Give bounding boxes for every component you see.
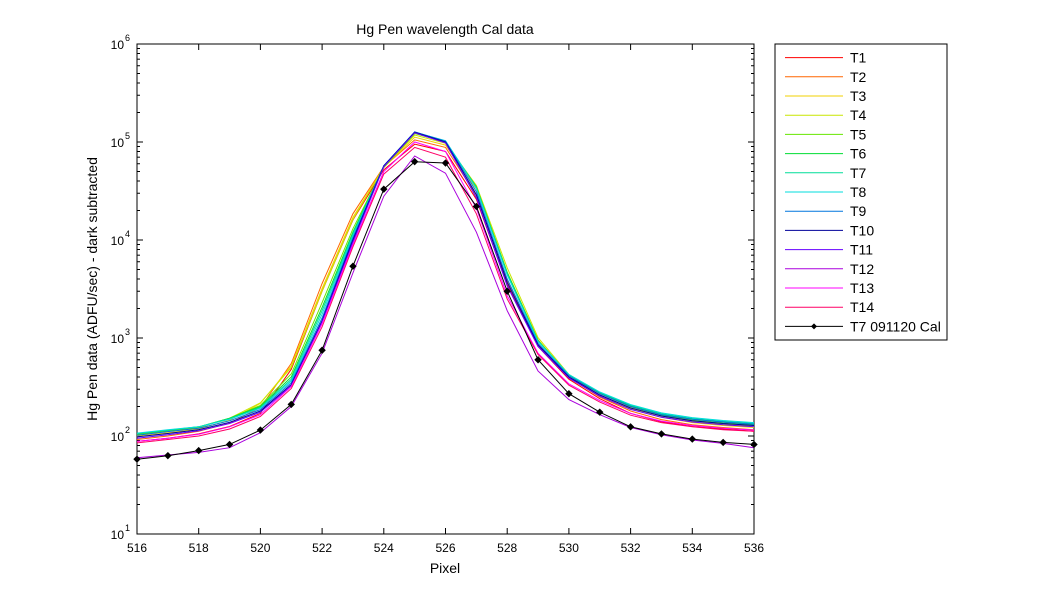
data-point xyxy=(441,159,450,167)
legend-label: T8 xyxy=(850,184,867,200)
x-axis-label: Pixel xyxy=(430,560,460,576)
data-point xyxy=(472,202,481,211)
series-line xyxy=(136,139,755,440)
legend-label: T7 xyxy=(850,165,867,181)
y-tick-label-exponent: 1 xyxy=(125,523,130,533)
y-tick-label: 10 xyxy=(111,430,125,444)
data-point xyxy=(194,446,203,455)
series-line xyxy=(136,155,755,459)
legend-label: T5 xyxy=(850,126,867,142)
y-tick-label: 10 xyxy=(111,332,125,346)
data-point xyxy=(349,262,357,270)
legend-label: T3 xyxy=(850,88,867,104)
plot-area xyxy=(136,43,755,535)
data-point xyxy=(318,346,326,354)
y-tick-label: 10 xyxy=(111,234,125,248)
legend-label: T4 xyxy=(850,107,867,123)
y-tick-label-exponent: 3 xyxy=(125,327,130,337)
y-tick-label: 10 xyxy=(111,528,125,542)
legend-label: T12 xyxy=(850,261,874,277)
data-point xyxy=(688,435,697,443)
legend-label: T10 xyxy=(850,222,874,238)
x-tick-label: 526 xyxy=(435,541,455,555)
legend-label: T11 xyxy=(850,242,873,258)
data-point xyxy=(380,185,388,193)
y-tick-label-exponent: 6 xyxy=(125,33,130,43)
data-point xyxy=(657,430,666,438)
legend-label: T2 xyxy=(850,69,867,85)
data-point xyxy=(133,455,141,463)
x-axis: 516 518 520 522 524 526 528 530 532 534 536 xyxy=(127,44,764,555)
data-point xyxy=(626,423,635,431)
data-point xyxy=(596,408,604,416)
x-tick-label: 518 xyxy=(189,541,209,555)
legend-label: T6 xyxy=(850,146,867,162)
x-tick-label: 534 xyxy=(682,541,702,555)
data-point xyxy=(565,390,573,398)
series-line xyxy=(136,146,755,444)
data-point xyxy=(410,157,419,166)
y-tick-label-exponent: 5 xyxy=(125,131,130,141)
x-tick-label: 532 xyxy=(621,541,641,555)
series-line xyxy=(136,131,755,436)
legend-marker xyxy=(811,323,817,330)
series-line xyxy=(136,131,755,438)
y-tick-label-exponent: 4 xyxy=(125,229,130,239)
chart-title: Hg Pen wavelength Cal data xyxy=(356,21,534,37)
x-tick-label: 530 xyxy=(559,541,579,555)
legend-label: T14 xyxy=(850,299,874,315)
series-line xyxy=(136,141,755,442)
legend-label: T9 xyxy=(850,203,867,219)
legend-label: T1 xyxy=(850,50,867,66)
data-point xyxy=(719,438,727,447)
x-tick-label: 522 xyxy=(312,541,332,555)
x-tick-label: 524 xyxy=(374,541,394,555)
legend: T1 T2 T3 T4 T5 T6 T7 T8 T9 T10 T11 T12 T13 T14 T7 0911… xyxy=(774,43,948,341)
data-point xyxy=(750,440,758,449)
x-tick-label: 528 xyxy=(497,541,517,555)
data-point xyxy=(534,356,542,364)
y-tick-label: 10 xyxy=(111,38,125,52)
data-point xyxy=(225,440,234,449)
data-point xyxy=(256,426,265,434)
legend-label: T7 091120 Cal xyxy=(850,318,941,334)
x-tick-label: 536 xyxy=(744,541,764,555)
data-point xyxy=(287,400,295,409)
series-layer xyxy=(133,131,758,463)
data-point xyxy=(164,451,172,460)
y-tick-label-exponent: 2 xyxy=(125,425,130,435)
legend-label: T13 xyxy=(850,280,874,296)
data-point xyxy=(503,287,511,295)
y-tick-label: 10 xyxy=(111,136,125,150)
series-line xyxy=(136,132,755,439)
x-tick-label: 516 xyxy=(127,541,147,555)
y-axis-label: Hg Pen data (ADFU/sec) - dark subtracted xyxy=(84,157,100,421)
x-tick-label: 520 xyxy=(250,541,270,555)
